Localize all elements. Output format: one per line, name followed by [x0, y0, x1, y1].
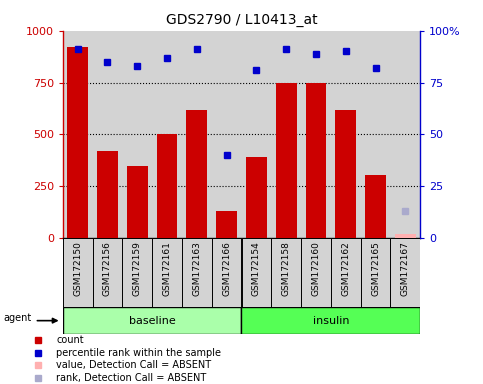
Bar [306, 83, 327, 238]
Text: baseline: baseline [129, 316, 175, 326]
Bar [395, 234, 416, 238]
Bar [331, 238, 361, 307]
Bar [127, 166, 148, 238]
Title: GDS2790 / L10413_at: GDS2790 / L10413_at [166, 13, 317, 27]
Text: GSM172160: GSM172160 [312, 242, 320, 296]
Bar [93, 238, 122, 307]
Bar [186, 109, 207, 238]
Bar [242, 238, 271, 307]
Text: GSM172167: GSM172167 [401, 242, 410, 296]
Text: GSM172150: GSM172150 [73, 242, 82, 296]
Text: GSM172163: GSM172163 [192, 242, 201, 296]
Bar [216, 211, 237, 238]
Bar [276, 83, 297, 238]
Bar [246, 157, 267, 238]
Bar [212, 238, 242, 307]
Bar [63, 238, 93, 307]
Text: GSM172166: GSM172166 [222, 242, 231, 296]
Bar [152, 238, 182, 307]
Bar [361, 238, 390, 307]
Text: rank, Detection Call = ABSENT: rank, Detection Call = ABSENT [57, 373, 207, 383]
Text: percentile rank within the sample: percentile rank within the sample [57, 348, 221, 358]
Text: insulin: insulin [313, 316, 349, 326]
Bar [271, 238, 301, 307]
Text: GSM172161: GSM172161 [163, 242, 171, 296]
Text: GSM172158: GSM172158 [282, 242, 291, 296]
Bar [390, 238, 420, 307]
Bar [365, 175, 386, 238]
Text: count: count [57, 335, 84, 345]
Bar [182, 238, 212, 307]
Bar [67, 47, 88, 238]
Text: GSM172165: GSM172165 [371, 242, 380, 296]
Bar [122, 238, 152, 307]
Text: GSM172156: GSM172156 [103, 242, 112, 296]
Text: value, Detection Call = ABSENT: value, Detection Call = ABSENT [57, 360, 212, 370]
Text: GSM172159: GSM172159 [133, 242, 142, 296]
Text: agent: agent [3, 313, 31, 323]
Bar [301, 238, 331, 307]
Text: GSM172162: GSM172162 [341, 242, 350, 296]
Bar [97, 151, 118, 238]
Bar [63, 307, 242, 334]
Bar [335, 109, 356, 238]
Text: GSM172154: GSM172154 [252, 242, 261, 296]
Bar [156, 134, 177, 238]
Bar [242, 307, 420, 334]
